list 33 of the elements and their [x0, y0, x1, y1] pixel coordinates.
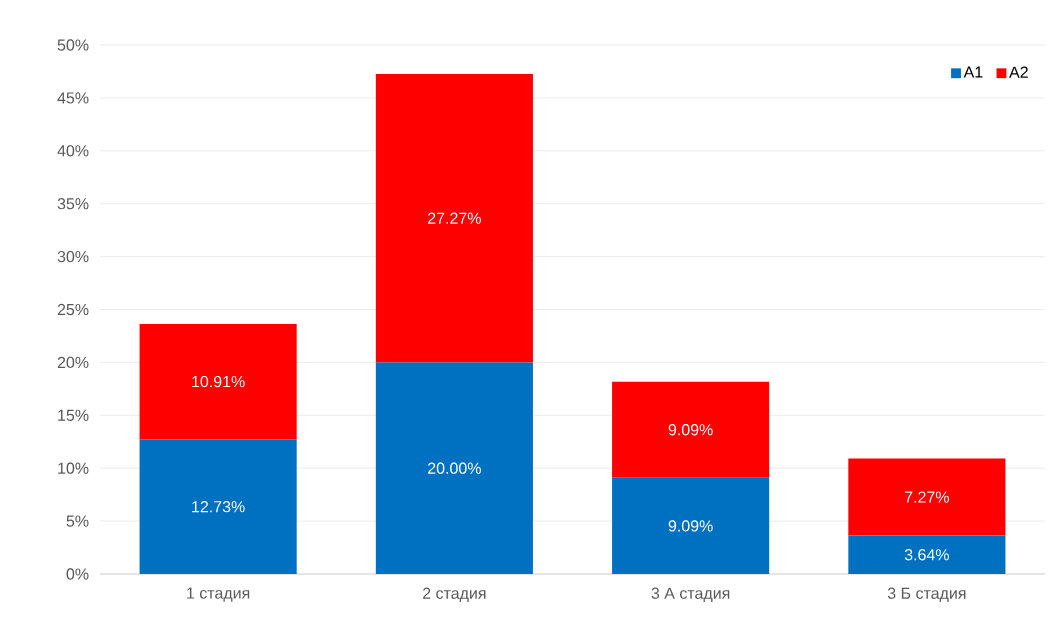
bar	[139, 323, 297, 440]
data-label: 27.27%	[428, 212, 481, 224]
x-tick-label: 2 стадия	[423, 587, 486, 602]
bar	[375, 73, 533, 363]
bar	[612, 381, 770, 478]
y-tick-label: 30%	[57, 250, 89, 263]
data-label: 7.27%	[905, 491, 949, 503]
data-label: 10.91%	[192, 375, 245, 388]
y-tick-label: 10%	[58, 462, 89, 474]
x-tick-label: 1 стадия	[187, 587, 250, 602]
y-tick-label: 45%	[57, 92, 89, 104]
legend-label: A1	[963, 66, 983, 78]
y-tick-label: 15%	[58, 409, 89, 421]
bar	[848, 458, 1006, 536]
y-tick-label: 20%	[57, 356, 89, 369]
bar	[612, 477, 770, 574]
bar	[848, 535, 1006, 574]
data-label: 3.64%	[904, 549, 949, 561]
y-tick-label: 35%	[57, 198, 89, 210]
x-tick-label: 3 А стадия	[651, 587, 730, 602]
x-tick-label: 3 Б стадия	[887, 587, 966, 602]
y-tick-label: 0%	[66, 568, 89, 580]
data-label: 9.09%	[668, 520, 713, 532]
y-tick-label: 50%	[57, 39, 89, 51]
y-tick-label: 5%	[66, 515, 89, 527]
bar	[139, 439, 297, 574]
bar	[375, 362, 533, 574]
legend-label: A2	[1009, 66, 1028, 78]
data-label: 20.00%	[428, 462, 481, 474]
data-label: 12.73%	[192, 501, 245, 513]
y-tick-label: 25%	[57, 303, 89, 316]
data-label: 9.09%	[668, 424, 713, 436]
y-tick-label: 40%	[57, 145, 89, 157]
